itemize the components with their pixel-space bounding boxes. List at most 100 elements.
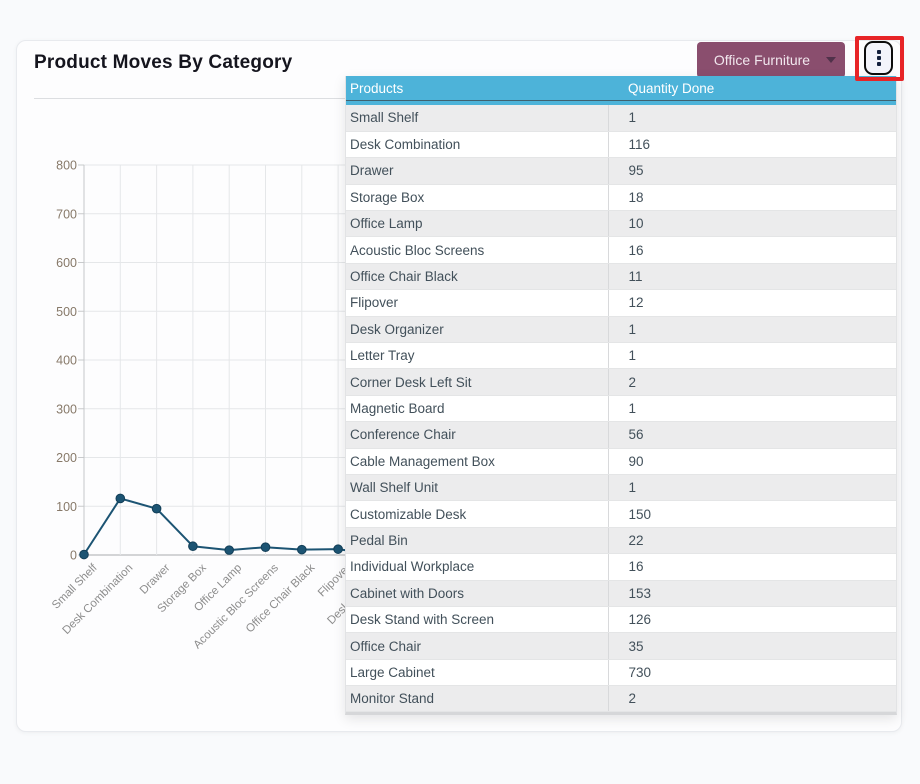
quantity-done-cell: 56	[607, 421, 896, 449]
quantity-done-cell: 90	[607, 448, 896, 475]
quantity-done-cell: 1	[607, 342, 896, 370]
y-axis-label: 300	[56, 402, 77, 416]
product-name-cell: Acoustic Bloc Screens	[346, 236, 608, 264]
product-table: Products Quantity Done Small Shelf 1 Desk …	[346, 76, 896, 713]
product-name-cell: Large Cabinet	[346, 659, 608, 687]
product-name-cell: Customizable Desk	[346, 500, 608, 528]
quantity-done-cell: 16	[607, 236, 896, 264]
table-row: Monitor Stand 2	[346, 685, 896, 713]
chevron-down-icon	[826, 57, 836, 63]
product-name-cell: Drawer	[346, 157, 608, 185]
table-row: Corner Desk Left Sit 2	[346, 368, 896, 396]
table-row: Office Chair Black 11	[346, 263, 896, 291]
product-name-cell: Cable Management Box	[346, 448, 608, 475]
table-row: Wall Shelf Unit 1	[346, 474, 896, 502]
data-point	[115, 493, 126, 504]
table-row: Desk Organizer 1	[346, 316, 896, 344]
product-name-cell: Magnetic Board	[346, 395, 608, 423]
quantity-done-cell: 150	[607, 500, 896, 528]
quantity-done-cell: 35	[607, 632, 896, 660]
table-header-spacer	[346, 100, 896, 105]
table-row: Magnetic Board 1	[346, 395, 896, 423]
product-name-cell: Desk Organizer	[346, 316, 608, 344]
table-row: Desk Stand with Screen 126	[346, 606, 896, 634]
table-row: Individual Workplace 16	[346, 553, 896, 581]
quantity-done-cell: 730	[607, 659, 896, 687]
category-filter-label: Office Furniture	[713, 52, 811, 68]
quantity-done-cell: 16	[607, 553, 896, 581]
y-axis-label: 0	[70, 549, 77, 563]
product-name-cell: Monitor Stand	[346, 685, 608, 713]
data-point	[224, 545, 234, 555]
product-data-dropdown: Products Quantity Done Small Shelf 1 Desk …	[345, 76, 897, 716]
product-table-body: Small Shelf 1 Desk Combination 116 Drawer 95 S…	[346, 105, 896, 713]
product-name-cell: Individual Workplace	[346, 553, 608, 581]
y-axis-label: 500	[56, 305, 77, 319]
product-name-cell: Storage Box	[346, 184, 608, 212]
table-header-row: Products Quantity Done	[346, 76, 896, 101]
product-name-cell: Flipover	[346, 289, 608, 317]
quantity-done-cell: 1	[607, 474, 896, 502]
quantity-done-cell: 12	[607, 289, 896, 317]
quantity-done-cell: 153	[607, 580, 896, 607]
kebab-menu-button[interactable]	[864, 41, 893, 75]
table-row: Large Cabinet 730	[346, 659, 896, 687]
table-row: Conference Chair 56	[346, 421, 896, 449]
kebab-menu-icon	[876, 50, 881, 54]
chart-title: Product Moves By Category	[34, 52, 293, 73]
data-point	[188, 541, 198, 552]
data-point	[260, 542, 271, 553]
y-axis-label: 400	[56, 354, 77, 368]
quantity-done-cell: 2	[607, 368, 896, 396]
product-name-cell: Cabinet with Doors	[346, 580, 608, 607]
product-name-cell: Conference Chair	[346, 421, 608, 449]
quantity-done-cell: 1	[607, 316, 896, 344]
table-row: Flipover 12	[346, 289, 896, 317]
quantity-done-cell: 18	[607, 184, 896, 212]
y-axis-label: 200	[56, 451, 77, 465]
product-name-cell: Letter Tray	[346, 342, 608, 370]
y-axis-label: 100	[56, 500, 77, 514]
table-row: Storage Box 18	[346, 184, 896, 212]
product-name-cell: Wall Shelf Unit	[346, 474, 608, 502]
quantity-done-cell: 10	[607, 210, 896, 238]
column-header-quantity-done: Quantity Done	[608, 76, 896, 101]
quantity-done-cell: 1	[607, 395, 896, 423]
table-row: Desk Combination 116	[346, 131, 896, 159]
table-row: Drawer 95	[346, 157, 896, 185]
quantity-done-cell: 126	[607, 606, 896, 634]
quantity-done-cell: 11	[607, 263, 896, 291]
table-row: Cable Management Box 90	[346, 448, 896, 475]
y-axis-label: 700	[56, 207, 77, 221]
quantity-done-cell: 95	[607, 157, 896, 185]
table-row: Customizable Desk 150	[346, 500, 896, 528]
product-name-cell: Office Lamp	[346, 210, 608, 238]
product-name-cell: Office Chair	[346, 632, 608, 660]
quantity-done-cell: 1	[607, 105, 896, 132]
table-row: Letter Tray 1	[346, 342, 896, 370]
product-name-cell: Corner Desk Left Sit	[346, 368, 608, 396]
column-header-products: Products	[346, 76, 608, 101]
table-row: Acoustic Bloc Screens 16	[346, 236, 896, 264]
table-row: Office Chair 35	[346, 632, 896, 660]
data-point	[297, 544, 307, 555]
product-name-cell: Desk Combination	[346, 131, 608, 159]
data-point	[151, 503, 162, 514]
category-filter-button[interactable]: Office Furniture	[697, 42, 845, 78]
quantity-done-cell: 116	[607, 131, 896, 159]
table-row: Cabinet with Doors 153	[346, 580, 896, 607]
quantity-done-cell: 2	[607, 685, 896, 713]
product-name-cell: Small Shelf	[346, 105, 608, 132]
table-row: Pedal Bin 22	[346, 527, 896, 555]
y-axis-label: 800	[56, 159, 77, 173]
product-name-cell: Pedal Bin	[346, 527, 608, 555]
quantity-done-cell: 22	[607, 527, 896, 555]
table-row: Small Shelf 1	[346, 105, 896, 132]
product-name-cell: Desk Stand with Screen	[346, 606, 608, 634]
data-point	[333, 544, 343, 554]
y-axis-label: 600	[56, 256, 77, 270]
product-name-cell: Office Chair Black	[346, 263, 608, 291]
table-row: Office Lamp 10	[346, 210, 896, 238]
data-point	[79, 549, 89, 560]
